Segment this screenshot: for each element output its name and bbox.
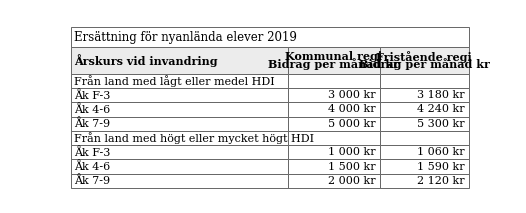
Text: 1 000 kr: 1 000 kr bbox=[328, 147, 376, 157]
Bar bbox=[288, 117, 380, 131]
Text: 1 590 kr: 1 590 kr bbox=[417, 161, 464, 171]
Bar bbox=[288, 145, 380, 159]
Bar bbox=[288, 102, 380, 117]
Bar bbox=[288, 74, 380, 88]
Text: Åk F-3: Åk F-3 bbox=[74, 90, 110, 101]
Text: Åk F-3: Åk F-3 bbox=[74, 147, 110, 158]
Text: Åk 4-6: Åk 4-6 bbox=[74, 161, 110, 172]
Bar bbox=[288, 131, 380, 145]
Bar bbox=[288, 88, 380, 102]
Bar bbox=[70, 47, 288, 74]
Text: 5 300 kr: 5 300 kr bbox=[417, 119, 464, 129]
Bar bbox=[380, 102, 469, 117]
Text: 4 000 kr: 4 000 kr bbox=[328, 104, 376, 114]
Bar bbox=[70, 88, 288, 102]
Text: Åk 7-9: Åk 7-9 bbox=[74, 175, 110, 186]
Text: Ersättning för nyanlända elever 2019: Ersättning för nyanlända elever 2019 bbox=[74, 31, 297, 44]
Text: 2 120 kr: 2 120 kr bbox=[417, 176, 464, 186]
Text: 5 000 kr: 5 000 kr bbox=[328, 119, 376, 129]
Text: Kommunal regi: Kommunal regi bbox=[285, 52, 382, 62]
Bar bbox=[380, 47, 469, 74]
Bar bbox=[380, 145, 469, 159]
Bar bbox=[380, 74, 469, 88]
Bar bbox=[380, 174, 469, 188]
Bar bbox=[70, 74, 288, 88]
Text: Åk 7-9: Åk 7-9 bbox=[74, 118, 110, 129]
Text: Från land med högt eller mycket högt HDI: Från land med högt eller mycket högt HDI bbox=[74, 132, 314, 144]
Text: 4 240 kr: 4 240 kr bbox=[417, 104, 464, 114]
Bar bbox=[288, 159, 380, 174]
Bar bbox=[288, 174, 380, 188]
Text: 3 180 kr: 3 180 kr bbox=[417, 90, 464, 100]
Bar bbox=[70, 145, 288, 159]
Text: Bidrag per månad kr: Bidrag per månad kr bbox=[359, 58, 490, 70]
Bar bbox=[70, 159, 288, 174]
Bar bbox=[380, 159, 469, 174]
Text: Från land med lågt eller medel HDI: Från land med lågt eller medel HDI bbox=[74, 75, 275, 87]
Text: 3 000 kr: 3 000 kr bbox=[328, 90, 376, 100]
Bar bbox=[380, 117, 469, 131]
Bar bbox=[70, 27, 469, 47]
Text: 1 500 kr: 1 500 kr bbox=[328, 161, 376, 171]
Text: 1 060 kr: 1 060 kr bbox=[417, 147, 464, 157]
Text: Fristående regi: Fristående regi bbox=[376, 51, 472, 63]
Bar bbox=[70, 102, 288, 117]
Bar bbox=[70, 131, 288, 145]
Text: 2 000 kr: 2 000 kr bbox=[328, 176, 376, 186]
Bar bbox=[70, 174, 288, 188]
Bar bbox=[70, 117, 288, 131]
Text: Åk 4-6: Åk 4-6 bbox=[74, 104, 110, 115]
Text: Årskurs vid invandring: Årskurs vid invandring bbox=[74, 54, 218, 67]
Bar bbox=[380, 88, 469, 102]
Text: Bidrag per månad kr: Bidrag per månad kr bbox=[268, 58, 399, 70]
Bar bbox=[288, 47, 380, 74]
Bar bbox=[380, 131, 469, 145]
